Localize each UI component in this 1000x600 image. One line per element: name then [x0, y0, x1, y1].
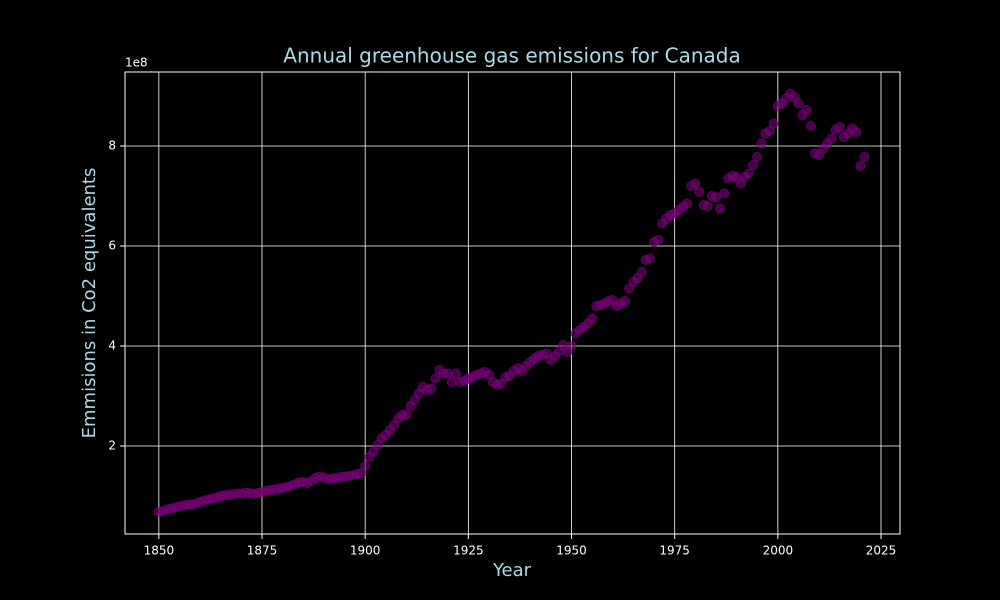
- point: [430, 373, 441, 384]
- point: [653, 235, 664, 245]
- x-tick-label: 1975: [659, 544, 690, 558]
- plot-frame: [124, 71, 901, 535]
- point: [446, 377, 457, 387]
- point: [636, 267, 647, 277]
- point: [442, 368, 453, 379]
- point: [793, 98, 804, 109]
- x-axis-label: Year: [492, 560, 532, 581]
- x-tick-label: 2000: [763, 544, 794, 558]
- x-tick-label: 1950: [556, 544, 587, 558]
- point: [801, 105, 812, 115]
- x-tick-label: 1900: [350, 544, 381, 558]
- point: [756, 138, 767, 149]
- point: [620, 296, 631, 306]
- x-tick-label: 2025: [866, 544, 897, 558]
- point: [710, 192, 721, 202]
- y-tick-label: 4: [108, 339, 116, 353]
- x-tick-label: 1925: [453, 544, 484, 558]
- point: [748, 160, 759, 170]
- point: [826, 133, 837, 144]
- y-tick-label: 6: [108, 239, 116, 253]
- point: [764, 126, 775, 136]
- y-tick-label: 8: [108, 139, 116, 153]
- y-tick-label: 2: [108, 439, 116, 453]
- point: [566, 341, 577, 351]
- point: [694, 187, 705, 197]
- x-tick-label: 1850: [144, 544, 175, 558]
- point: [743, 168, 754, 179]
- point: [702, 201, 713, 211]
- point: [690, 178, 701, 189]
- point: [360, 461, 371, 471]
- chart-title: Annual greenhouse gas emissions for Cana…: [283, 44, 740, 68]
- point: [768, 118, 779, 129]
- point: [719, 188, 730, 199]
- point: [401, 410, 412, 420]
- point: [715, 203, 726, 214]
- point: [450, 368, 461, 379]
- point: [855, 161, 866, 171]
- point: [805, 121, 816, 131]
- point: [426, 383, 437, 394]
- point: [834, 122, 845, 132]
- point: [752, 152, 763, 162]
- y-offset-label: 1e8: [125, 56, 148, 70]
- point: [851, 127, 862, 137]
- x-tick-label: 1875: [247, 544, 278, 558]
- point: [682, 198, 693, 209]
- point: [859, 152, 870, 162]
- point: [587, 313, 598, 324]
- point: [644, 253, 655, 264]
- y-axis-label: Emmisions in Co2 equivalents: [79, 168, 100, 439]
- point: [356, 468, 367, 479]
